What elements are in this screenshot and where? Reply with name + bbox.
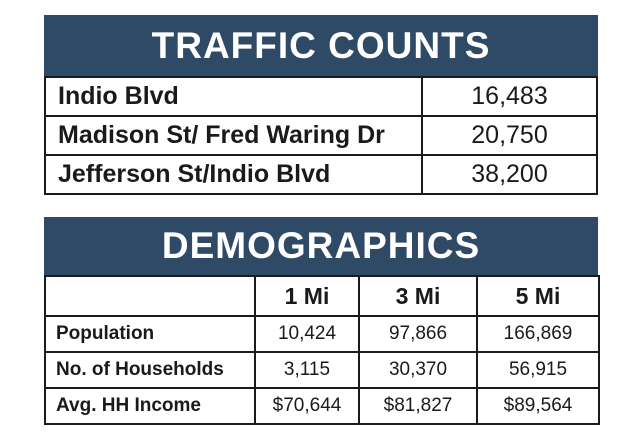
traffic-counts-title: TRAFFIC COUNTS xyxy=(44,15,598,76)
column-header-empty xyxy=(44,275,256,317)
cell-value: 166,869 xyxy=(476,315,600,353)
cell-value: 3,115 xyxy=(254,351,360,389)
cell-value: 30,370 xyxy=(358,351,478,389)
demographics-panel: DEMOGRAPHICS 1 Mi 3 Mi 5 Mi Population 1… xyxy=(44,217,600,425)
row-label: No. of Households xyxy=(44,351,256,389)
table-row: No. of Households 3,115 30,370 56,915 xyxy=(44,351,600,389)
table-row: Avg. HH Income $70,644 $81,827 $89,564 xyxy=(44,387,600,425)
traffic-value: 16,483 xyxy=(421,76,598,117)
demographics-table: 1 Mi 3 Mi 5 Mi Population 10,424 97,866 … xyxy=(44,275,600,425)
road-label: Jefferson St/Indio Blvd xyxy=(44,154,423,195)
cell-value: 97,866 xyxy=(358,315,478,353)
traffic-value: 20,750 xyxy=(421,115,598,156)
cell-value: 56,915 xyxy=(476,351,600,389)
cell-value: 10,424 xyxy=(254,315,360,353)
table-row: Jefferson St/Indio Blvd 38,200 xyxy=(44,154,598,195)
road-label: Madison St/ Fred Waring Dr xyxy=(44,115,423,156)
column-header-5mi: 5 Mi xyxy=(476,275,600,317)
row-label: Population xyxy=(44,315,256,353)
row-label: Avg. HH Income xyxy=(44,387,256,425)
table-row: Madison St/ Fred Waring Dr 20,750 xyxy=(44,115,598,156)
traffic-counts-panel: TRAFFIC COUNTS Indio Blvd 16,483 Madison… xyxy=(44,15,598,195)
column-header-1mi: 1 Mi xyxy=(254,275,360,317)
column-header-3mi: 3 Mi xyxy=(358,275,478,317)
table-header-row: 1 Mi 3 Mi 5 Mi xyxy=(44,275,600,317)
demographics-title: DEMOGRAPHICS xyxy=(44,217,598,275)
traffic-counts-table: Indio Blvd 16,483 Madison St/ Fred Warin… xyxy=(44,76,598,195)
traffic-value: 38,200 xyxy=(421,154,598,195)
table-row: Indio Blvd 16,483 xyxy=(44,76,598,117)
cell-value: $81,827 xyxy=(358,387,478,425)
table-row: Population 10,424 97,866 166,869 xyxy=(44,315,600,353)
cell-value: $70,644 xyxy=(254,387,360,425)
cell-value: $89,564 xyxy=(476,387,600,425)
road-label: Indio Blvd xyxy=(44,76,423,117)
